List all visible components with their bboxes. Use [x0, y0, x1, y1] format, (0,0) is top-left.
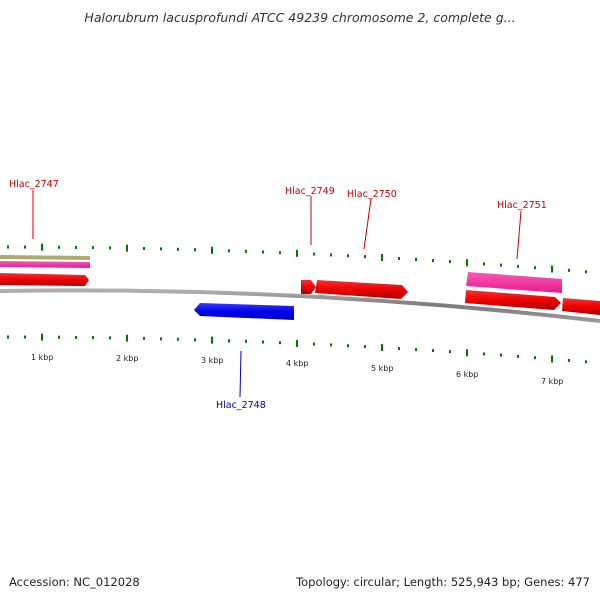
gene-label[interactable]: Hlac_2747	[9, 179, 59, 190]
map-title: Halorubrum lacusprofundi ATCC 49239 chro…	[84, 10, 516, 25]
cds-hlac-2750[interactable]	[315, 280, 408, 299]
label-leaders	[32, 190, 522, 398]
lower-tick-row	[7, 333, 587, 364]
rna-feature-left[interactable]	[0, 261, 90, 268]
upper-tick-row	[7, 243, 587, 274]
scale-label: 5 kbp	[371, 364, 393, 373]
gene-label[interactable]: Hlac_2748	[216, 400, 266, 411]
cds-hlac-2751[interactable]	[465, 290, 561, 310]
rna-feature-hlac-2751[interactable]	[466, 272, 562, 293]
scale-labels: 1 kbp 2 kbp 3 kbp 4 kbp 5 kbp 6 kbp 7 kb…	[31, 353, 563, 386]
scale-label: 2 kbp	[116, 354, 138, 363]
gene-labels: Hlac_2747 Hlac_2749 Hlac_2750 Hlac_2751 …	[9, 179, 547, 411]
gene-label[interactable]: Hlac_2750	[347, 189, 397, 200]
cds-hlac-2748[interactable]	[194, 303, 294, 320]
cds-hlac-2747[interactable]	[0, 273, 89, 286]
accession-text: Accession: NC_012028	[9, 575, 140, 589]
scale-label: 6 kbp	[456, 370, 478, 379]
scale-label: 4 kbp	[286, 359, 308, 368]
gene-label[interactable]: Hlac_2751	[497, 200, 547, 211]
scale-label: 3 kbp	[201, 356, 223, 365]
forward-features	[0, 255, 600, 315]
scale-label: 1 kbp	[31, 353, 53, 362]
gene-label[interactable]: Hlac_2749	[285, 186, 335, 197]
scale-label: 7 kbp	[541, 377, 563, 386]
genome-summary-text: Topology: circular; Length: 525,943 bp; …	[296, 575, 590, 589]
cds-hlac-2749[interactable]	[301, 280, 316, 294]
genome-backbone	[0, 288, 600, 323]
cds-right-edge[interactable]	[562, 298, 600, 315]
gene-feature-left[interactable]	[0, 255, 90, 260]
